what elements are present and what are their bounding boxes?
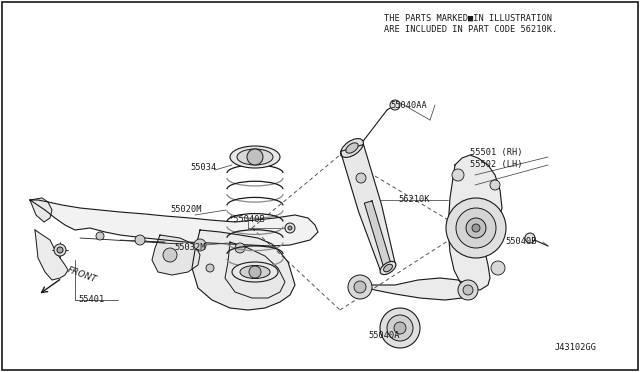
Ellipse shape bbox=[230, 146, 280, 168]
Circle shape bbox=[491, 261, 505, 275]
Text: 55040B: 55040B bbox=[505, 237, 536, 247]
Circle shape bbox=[285, 223, 295, 233]
Circle shape bbox=[380, 308, 420, 348]
Text: 56210K: 56210K bbox=[398, 196, 429, 205]
Circle shape bbox=[463, 285, 473, 295]
Circle shape bbox=[250, 265, 260, 275]
Circle shape bbox=[525, 233, 535, 243]
Circle shape bbox=[96, 232, 104, 240]
Text: 55040A: 55040A bbox=[368, 330, 399, 340]
Circle shape bbox=[490, 180, 500, 190]
Circle shape bbox=[354, 281, 366, 293]
Text: 55020M: 55020M bbox=[170, 205, 202, 215]
Circle shape bbox=[194, 239, 206, 251]
Circle shape bbox=[348, 275, 372, 299]
Circle shape bbox=[235, 243, 245, 253]
Text: 55034: 55034 bbox=[190, 164, 216, 173]
Circle shape bbox=[387, 315, 413, 341]
Circle shape bbox=[249, 266, 261, 278]
Circle shape bbox=[356, 173, 366, 183]
Text: 55501 (RH): 55501 (RH) bbox=[470, 148, 522, 157]
Circle shape bbox=[466, 218, 486, 238]
Ellipse shape bbox=[240, 266, 270, 279]
Text: THE PARTS MARKED■IN ILLUSTRATION: THE PARTS MARKED■IN ILLUSTRATION bbox=[384, 14, 552, 23]
Text: 55502 (LH): 55502 (LH) bbox=[470, 160, 522, 170]
Polygon shape bbox=[225, 242, 285, 298]
Circle shape bbox=[247, 149, 263, 165]
Circle shape bbox=[446, 198, 506, 258]
Circle shape bbox=[452, 169, 464, 181]
Polygon shape bbox=[30, 198, 52, 222]
Ellipse shape bbox=[383, 264, 392, 272]
Circle shape bbox=[456, 208, 496, 248]
Circle shape bbox=[458, 280, 478, 300]
Ellipse shape bbox=[237, 149, 273, 165]
Polygon shape bbox=[35, 230, 68, 280]
Circle shape bbox=[57, 247, 63, 253]
Text: 55040AA: 55040AA bbox=[390, 100, 427, 109]
Circle shape bbox=[472, 224, 480, 232]
Ellipse shape bbox=[380, 262, 396, 275]
Polygon shape bbox=[192, 230, 295, 310]
Text: FRONT: FRONT bbox=[66, 266, 98, 285]
Circle shape bbox=[206, 264, 214, 272]
Ellipse shape bbox=[232, 262, 278, 282]
Text: ARE INCLUDED IN PART CODE 56210K.: ARE INCLUDED IN PART CODE 56210K. bbox=[384, 25, 557, 34]
Circle shape bbox=[288, 226, 292, 230]
Polygon shape bbox=[364, 201, 392, 269]
Polygon shape bbox=[358, 278, 470, 300]
Polygon shape bbox=[30, 200, 318, 246]
Circle shape bbox=[390, 100, 400, 110]
Text: 55032M: 55032M bbox=[174, 244, 205, 253]
Text: 55401: 55401 bbox=[78, 295, 104, 305]
Circle shape bbox=[135, 235, 145, 245]
Polygon shape bbox=[152, 235, 200, 275]
Text: J43102GG: J43102GG bbox=[555, 343, 597, 353]
Circle shape bbox=[54, 244, 66, 256]
Text: *55040B: *55040B bbox=[228, 215, 265, 224]
Ellipse shape bbox=[346, 143, 358, 153]
Circle shape bbox=[163, 248, 177, 262]
Polygon shape bbox=[448, 155, 502, 290]
Polygon shape bbox=[340, 145, 396, 270]
Ellipse shape bbox=[340, 139, 364, 157]
Circle shape bbox=[394, 322, 406, 334]
